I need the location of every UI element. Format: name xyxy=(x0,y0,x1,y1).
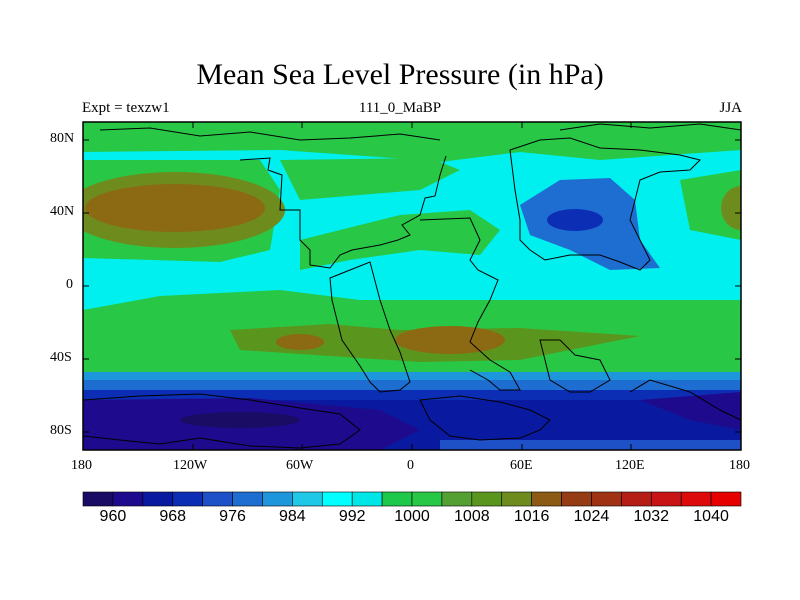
colorbar-swatch xyxy=(202,491,233,507)
colorbar-swatch xyxy=(232,491,263,507)
colorbar-label: 1040 xyxy=(693,508,729,525)
lon-tick: 0 xyxy=(407,458,414,473)
colorbar-swatch xyxy=(381,491,413,507)
colorbar-swatch xyxy=(142,491,174,507)
colorbar-swatch xyxy=(321,491,353,507)
colorbar-label: 976 xyxy=(219,508,246,525)
colorbar-swatch xyxy=(621,491,652,507)
map-title: Mean Sea Level Pressure (in hPa) xyxy=(196,58,604,91)
colorbar-swatch xyxy=(112,491,144,507)
lat-tick: 80N xyxy=(50,131,75,146)
colorbar-swatch xyxy=(561,491,592,507)
lon-tick: 180 xyxy=(729,458,750,473)
colorbar-label: 992 xyxy=(338,508,366,525)
colorbar-label: 960 xyxy=(99,508,127,525)
colorbar-swatch xyxy=(591,491,622,507)
colorbar-label: 968 xyxy=(159,508,187,525)
colorbar-swatch xyxy=(471,491,503,507)
colorbar-label: 1024 xyxy=(573,508,610,525)
pressure-field xyxy=(83,122,741,450)
lat-tick: 0 xyxy=(66,277,73,292)
colorbar-swatch xyxy=(411,491,443,507)
lat-tick: 40S xyxy=(50,350,72,365)
tick-marks xyxy=(83,122,741,450)
colorbar-label: 984 xyxy=(279,508,306,525)
colorbar-swatch xyxy=(501,491,532,507)
colorbar-swatch xyxy=(292,491,323,507)
colorbar-swatch xyxy=(262,491,293,507)
colorbar-swatch xyxy=(680,491,712,507)
colorbar-label: 1032 xyxy=(633,508,670,525)
lon-tick: 120W xyxy=(173,458,208,473)
colorbar-swatch xyxy=(710,491,742,507)
coastline xyxy=(83,123,741,449)
lon-tick: 60E xyxy=(510,458,533,473)
colorbar xyxy=(82,491,742,507)
colorbar-swatch xyxy=(82,491,114,507)
experiment-label: Expt = texzw1 xyxy=(82,100,170,116)
colorbar-label: 1016 xyxy=(513,508,550,525)
colorbar-swatch xyxy=(441,491,473,507)
colorbar-swatch xyxy=(650,491,682,507)
colorbar-label: 1008 xyxy=(454,508,490,525)
lat-tick: 80S xyxy=(50,423,72,438)
season-label: JJA xyxy=(719,100,742,116)
colorbar-swatch xyxy=(351,491,383,507)
colorbar-swatch xyxy=(172,491,203,507)
period-label: 111_0_MaBP xyxy=(358,100,442,116)
lat-tick: 40N xyxy=(50,204,75,219)
lon-tick: 120E xyxy=(615,458,645,473)
lon-tick: 60W xyxy=(286,458,314,473)
lon-tick: 180 xyxy=(71,458,92,473)
colorbar-swatch xyxy=(531,491,562,507)
colorbar-label: 1000 xyxy=(394,508,430,525)
